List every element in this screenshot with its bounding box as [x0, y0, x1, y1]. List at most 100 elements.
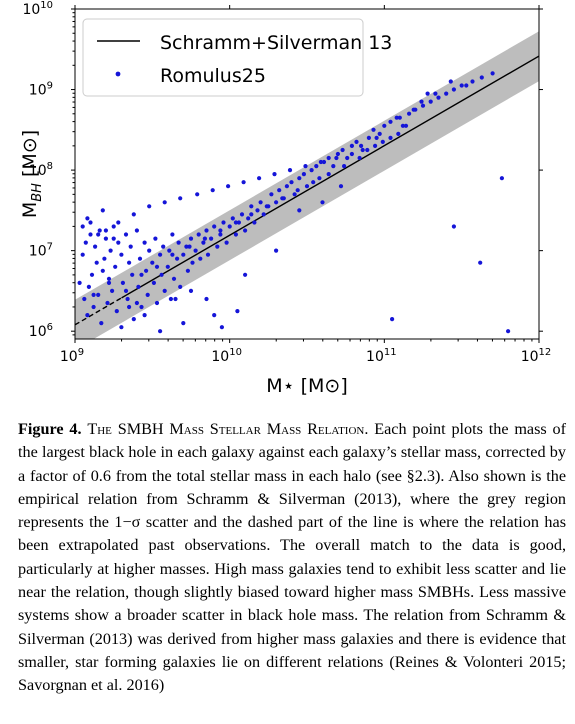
data-point: [326, 155, 331, 161]
caption-line: Each point plots the: [374, 420, 509, 438]
plot-area: [75, 31, 539, 339]
data-point: [134, 228, 139, 233]
data-point: [359, 143, 364, 148]
data-point: [304, 184, 310, 189]
data-point: [88, 232, 93, 237]
data-point: [114, 309, 119, 314]
data-point: [264, 204, 269, 209]
data-point: [317, 176, 322, 181]
data-point: [165, 264, 170, 269]
data-point: [100, 268, 105, 273]
data-point: [297, 208, 302, 213]
data-point: [184, 244, 189, 249]
data-point: [85, 313, 90, 318]
data-point: [89, 272, 95, 277]
data-point: [145, 292, 150, 297]
y-axis-label-unit: [M⊙]: [19, 130, 41, 183]
data-point: [173, 296, 178, 302]
data-point: [371, 127, 376, 132]
caption-line: scatter in black hole mass. The relation…: [18, 606, 567, 648]
data-point: [162, 200, 167, 205]
caption-line: (see §2.3). Also shown is the empirical …: [18, 466, 567, 508]
data-point: [80, 252, 85, 257]
data-point: [366, 135, 371, 140]
data-point: [167, 248, 172, 253]
relation-line-extrapolated: [75, 297, 122, 326]
data-point: [269, 192, 274, 197]
data-point: [83, 240, 88, 245]
data-point: [233, 232, 238, 237]
data-point: [309, 168, 314, 173]
data-point: [123, 288, 129, 293]
data-point: [91, 292, 96, 297]
caption-line: of the line is where the relation has be…: [18, 513, 566, 555]
data-point: [106, 280, 112, 285]
data-point: [280, 196, 285, 201]
legend: Schramm+Silverman 13 Romulus25: [82, 18, 392, 97]
data-point: [158, 329, 163, 334]
data-point: [130, 272, 135, 277]
data-point: [224, 240, 229, 245]
data-point: [243, 272, 248, 277]
data-point: [131, 212, 136, 217]
data-point: [451, 224, 456, 229]
data-point: [236, 220, 241, 225]
data-point: [193, 248, 198, 253]
data-point: [303, 164, 308, 169]
data-point: [188, 288, 194, 293]
data-point: [198, 256, 203, 261]
data-point: [125, 296, 130, 302]
data-point: [161, 244, 166, 249]
data-point: [345, 155, 350, 161]
data-point: [120, 280, 125, 285]
data-point: [407, 111, 412, 116]
data-point: [241, 180, 246, 185]
data-point: [144, 268, 149, 273]
data-point: [335, 151, 340, 157]
data-point: [105, 300, 110, 306]
data-point: [171, 276, 177, 281]
data-point: [295, 188, 300, 193]
data-point: [178, 284, 183, 289]
data-point: [311, 180, 316, 185]
data-point: [215, 244, 220, 249]
legend-marker-romulus: [115, 71, 121, 77]
data-point: [377, 131, 382, 136]
data-point: [374, 135, 379, 140]
data-point: [226, 184, 231, 189]
caption-line: star forming galaxies lie on different r…: [75, 652, 566, 671]
data-point: [479, 75, 484, 80]
data-point: [212, 313, 217, 318]
data-point: [403, 123, 409, 128]
axis-ticks: 109 1010 1011 1012 106 107 108 109 1010: [22, 0, 551, 365]
data-point: [80, 224, 85, 229]
data-point: [178, 196, 183, 201]
x-tick-label: 1010: [211, 347, 242, 365]
data-point: [159, 272, 164, 277]
data-point: [158, 252, 163, 257]
data-point: [334, 155, 339, 161]
data-point: [110, 288, 115, 293]
data-point: [255, 208, 260, 213]
data-point: [97, 228, 102, 233]
data-point: [373, 143, 378, 148]
data-point: [243, 228, 248, 233]
plot-clipped-group: [75, 31, 539, 339]
data-point: [365, 147, 370, 153]
data-point: [397, 115, 402, 120]
data-point: [195, 192, 200, 197]
data-point: [459, 83, 464, 88]
data-point: [181, 321, 186, 326]
data-point: [134, 300, 139, 306]
data-point: [219, 325, 224, 330]
data-point: [103, 228, 108, 233]
data-point: [314, 164, 319, 169]
data-point: [204, 296, 209, 302]
data-point: [123, 232, 129, 237]
data-point: [233, 220, 238, 225]
data-point: [478, 260, 483, 265]
data-point: [119, 252, 124, 257]
data-point: [190, 260, 195, 265]
data-point: [388, 135, 393, 140]
y-axis-label: MBH [M⊙]: [19, 130, 45, 218]
